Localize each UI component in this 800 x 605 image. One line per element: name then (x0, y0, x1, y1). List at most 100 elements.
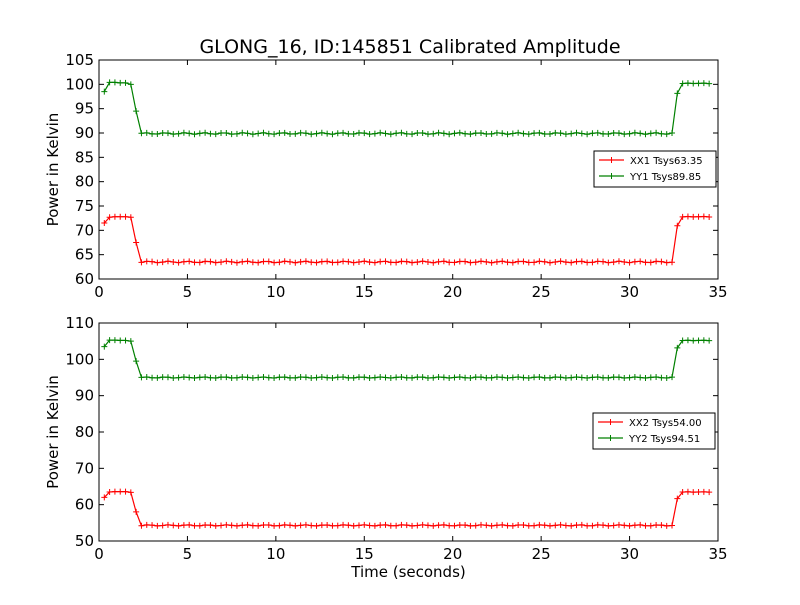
chart-title: GLONG_16, ID:145851 Calibrated Amplitude (199, 36, 620, 58)
panel-1-series-1-point (318, 258, 325, 265)
panel-1-series-2-point (626, 130, 633, 137)
panel-2-series-2-point (488, 374, 495, 381)
panel-2-series-1-point (409, 522, 416, 529)
panel-2-series-1-point (536, 521, 543, 528)
panel-1-series-1-point (101, 220, 108, 227)
panel-2-series-2-point (493, 374, 500, 381)
panel-2-series-2-point (287, 374, 294, 381)
panel-2-series-2-point (446, 375, 453, 382)
panel-2-legend-label: XX2 Tsys54.00 (629, 418, 702, 429)
panel-2-series-1-point (271, 522, 278, 529)
panel-1-series-1-point (329, 259, 336, 266)
panel-2-series-2-point (589, 374, 596, 381)
panel-2-x-axis-label: Time (seconds) (350, 563, 466, 581)
panel-2-x-tick-label: 35 (708, 545, 727, 563)
panel-2-series-2-point (557, 374, 564, 381)
panel-2-series-2-point (424, 374, 431, 381)
panel-2-series-1-point (663, 522, 670, 529)
panel-2-series-2-point (122, 337, 129, 344)
panel-2-series-1-point (679, 489, 686, 496)
panel-2-series-1-point (302, 521, 309, 528)
panel-1-series-1-point (398, 258, 405, 265)
panel-2-series-2-point (202, 373, 209, 380)
panel-2-series-1-point (186, 521, 193, 528)
panel-2-series-1-point (589, 522, 596, 529)
panel-1-legend-label: XX1 Tsys63.35 (630, 156, 703, 167)
panel-2-series-2-point (642, 375, 649, 382)
panel-2-series-2-point (615, 374, 622, 381)
panel-2-series-2-point (149, 374, 156, 381)
panel-1-series-1-point (276, 259, 283, 266)
panel-2-series-2-point (695, 337, 702, 344)
panel-1-series-2-point (308, 131, 315, 138)
panel-1-series-1-point (244, 258, 251, 265)
panel-2-series-2-point (170, 374, 177, 381)
panel-2-y-axis-label: Power in Kelvin (44, 375, 62, 489)
panel-1-series-1-point (371, 259, 378, 266)
panel-2-series-2-point (265, 374, 272, 381)
panel-1-series-1-point (180, 258, 187, 265)
panel-1-series-1-point (149, 258, 156, 265)
panel-1-series-1-point (196, 259, 203, 266)
panel-1-series-2-point (122, 79, 129, 86)
panel-2-series-1-point (111, 488, 118, 495)
panel-2-series-2-point (297, 374, 304, 381)
panel-1-series-2-point (207, 130, 214, 137)
panel-2-series-1-point (122, 488, 129, 495)
panel-1-series-2-point (658, 130, 665, 137)
panel-2-series-2-point (244, 374, 251, 381)
panel-1-series-1-point (122, 213, 129, 220)
panel-2-series-2-point (334, 374, 341, 381)
panel-1-y-tick-label: 95 (75, 100, 94, 118)
panel-1-series-1-point (531, 259, 538, 266)
panel-2-series-1-point (631, 522, 638, 529)
panel-2-series-2-point (127, 338, 134, 345)
panel-2-series-2-point (605, 374, 612, 381)
panel-2-series-2-point (133, 358, 140, 365)
panel-1-series-1-point (653, 258, 660, 265)
panel-2-y-tick-label: 50 (75, 532, 94, 550)
panel-1-series-2-point (621, 131, 628, 138)
panel-1-series-2-point (355, 129, 362, 136)
panel-2-series-2-point (679, 337, 686, 344)
panel-2-series-2-point (387, 375, 394, 382)
panel-1-series-2-point (196, 130, 203, 137)
panel-1-series-1-point (164, 258, 171, 265)
panel-1-series-2-point (287, 131, 294, 138)
panel-2-series-1-point (424, 522, 431, 529)
panel-1-series-1-point (260, 258, 267, 265)
panel-1-series-1-point (594, 258, 601, 265)
panel-2-series-1-point (488, 522, 495, 529)
panel-1-series-1-point (605, 259, 612, 266)
panel-1-series-2-point (578, 130, 585, 137)
panel-2-series-1-point (159, 522, 166, 529)
panel-2-series-2-point (249, 375, 256, 382)
panel-2-legend-marker (607, 419, 614, 425)
panel-2-series-2-point (504, 375, 511, 382)
panel-1-x-tick-label: 5 (183, 283, 193, 301)
panel-1-y-axis-label: Power in Kelvin (44, 113, 62, 227)
panel-2-series-1-point (695, 488, 702, 495)
panel-2-series-2-point (329, 375, 336, 382)
panel-2-series-1-point (164, 521, 171, 528)
panel-2-x-tick-label: 25 (532, 545, 551, 563)
panel-1-series-1-point (658, 258, 665, 265)
panel-2-series-1-point (138, 522, 145, 529)
panel-1-series-1-point (430, 259, 437, 266)
panel-2-series-1-point (202, 521, 209, 528)
panel-2-series-2-point (340, 374, 347, 381)
panel-1-series-2-point (292, 130, 299, 137)
panel-1-series-1-point (626, 259, 633, 266)
panel-1-series-2-point (170, 131, 177, 138)
panel-1-series-1-point (509, 259, 516, 266)
panel-2-series-1-point (154, 522, 161, 529)
panel-1-legend-marker (608, 173, 615, 179)
panel-2-series-1-point (308, 522, 315, 529)
panel-1-series-2-point (520, 130, 527, 137)
panel-2-series-2-point (472, 374, 479, 381)
panel-2-series-1-point (233, 522, 240, 529)
panel-1-series-2-point (546, 130, 553, 137)
panel-1-series-2-point (631, 129, 638, 136)
panel-2-series-1-point (324, 521, 331, 528)
panel-1-series-1-point (552, 258, 559, 265)
